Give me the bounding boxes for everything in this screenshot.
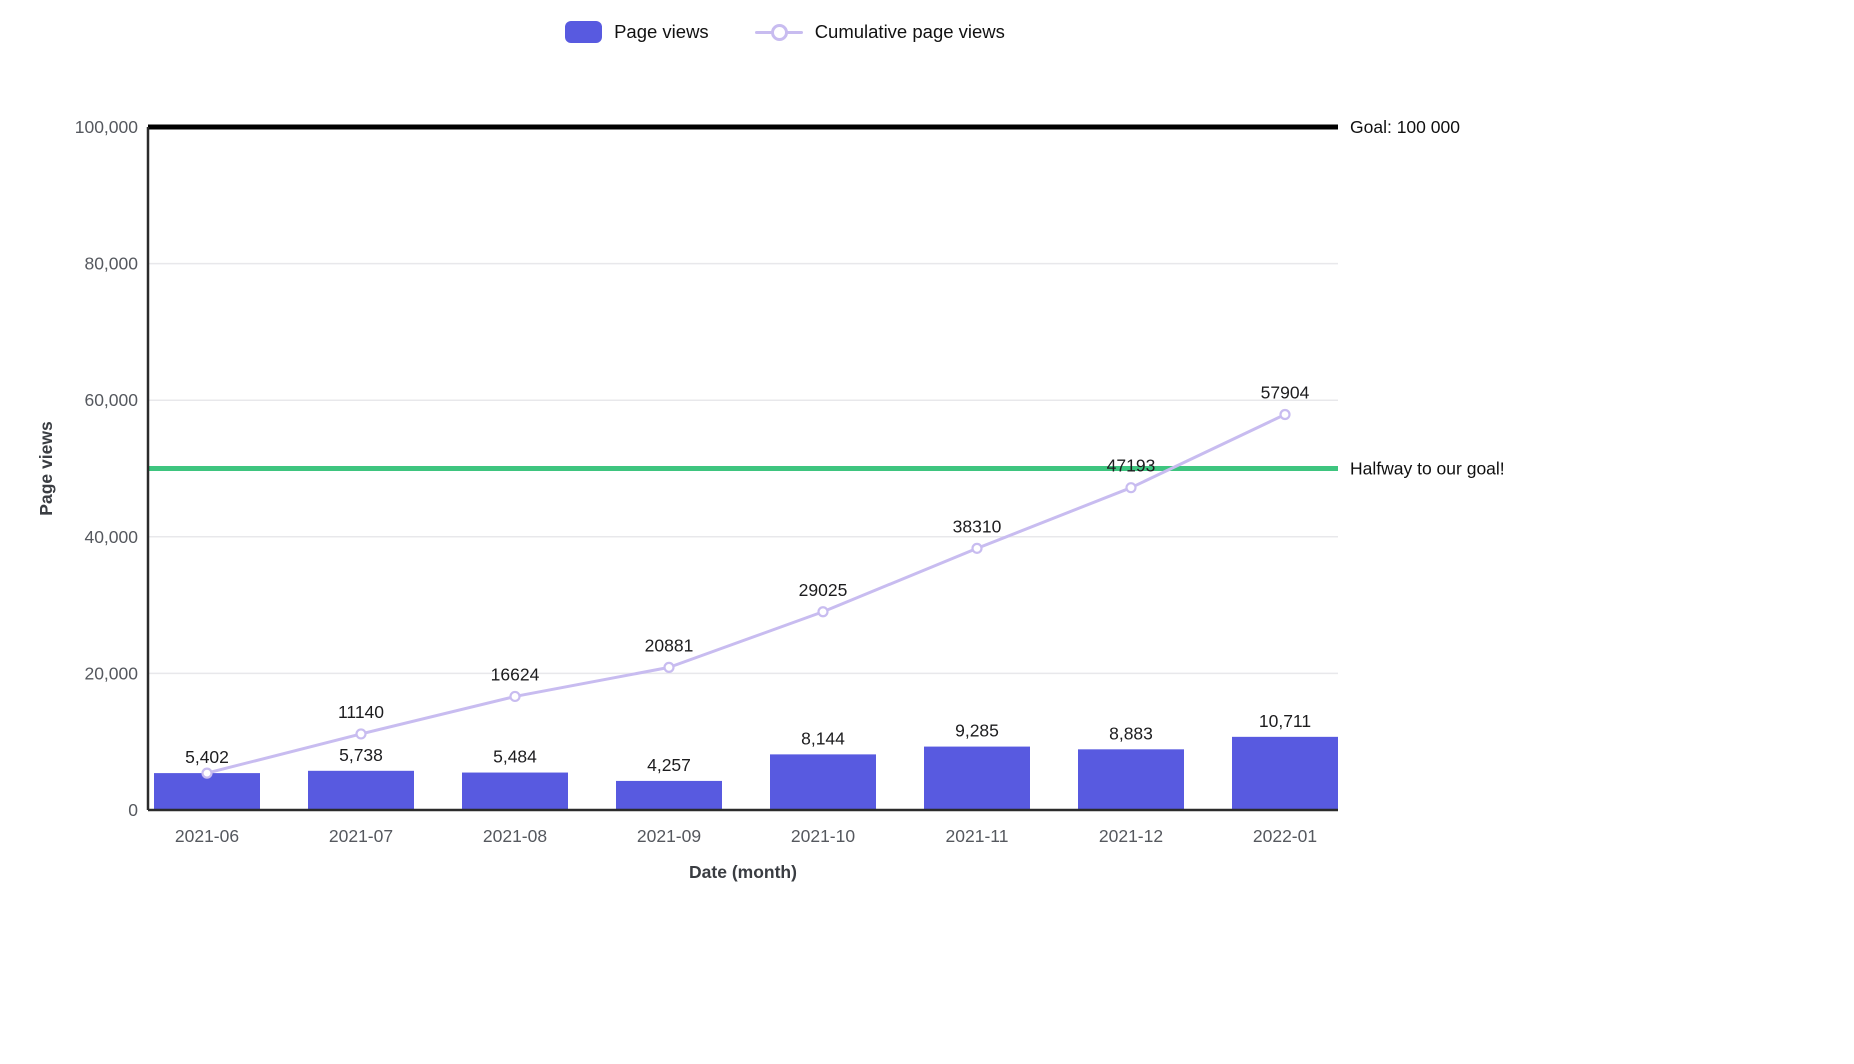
- cumulative-value-label: 11140: [338, 702, 384, 722]
- bar[interactable]: [462, 772, 568, 810]
- cumulative-point[interactable]: [509, 690, 521, 703]
- y-tick-label: 40,000: [84, 527, 138, 547]
- bar-swatch-icon: [565, 21, 603, 43]
- bar[interactable]: [1232, 736, 1338, 810]
- cumulative-value-label: 38310: [953, 516, 1002, 536]
- cumulative-value-label: 29025: [799, 580, 848, 600]
- x-tick-label: 2021-08: [483, 826, 547, 846]
- bar-value-label: 5,738: [339, 745, 383, 765]
- bar[interactable]: [770, 754, 876, 810]
- bar-value-label: 9,285: [955, 721, 999, 741]
- legend-item-cumulative[interactable]: Cumulative page views: [754, 21, 1005, 43]
- x-tick-label: 2021-07: [329, 826, 393, 846]
- bar-value-label: 5,484: [493, 747, 537, 767]
- x-tick-label: 2021-11: [946, 826, 1009, 846]
- line-marker-icon: [754, 21, 803, 43]
- cumulative-line: [206, 413, 1286, 775]
- bar[interactable]: [154, 773, 260, 810]
- y-tick-label: 20,000: [84, 663, 138, 683]
- bar[interactable]: [308, 770, 414, 810]
- x-tick-label: 2022-01: [1253, 826, 1317, 846]
- cumulative-point[interactable]: [817, 606, 829, 618]
- cumulative-point[interactable]: [1125, 482, 1137, 494]
- cumulative-value-label: 20881: [645, 635, 694, 655]
- legend: Page views Cumulative page views: [0, 12, 1570, 52]
- goal-label: Goal: 100 000: [1350, 117, 1460, 137]
- bar-value-label: 8,883: [1109, 723, 1153, 743]
- cumulative-point[interactable]: [201, 767, 213, 779]
- x-tick-label: 2021-09: [637, 826, 701, 846]
- y-axis-title: Page views: [36, 421, 56, 516]
- x-tick-label: 2021-12: [1099, 826, 1163, 846]
- bar-value-label: 8,144: [801, 728, 845, 748]
- y-tick-label: 0: [128, 800, 138, 820]
- cumulative-point[interactable]: [1279, 408, 1291, 421]
- x-axis-title: Date (month): [689, 862, 797, 882]
- cumulative-value-label: 47193: [1107, 456, 1156, 476]
- bar-value-label: 5,402: [185, 747, 229, 767]
- legend-label-cumulative: Cumulative page views: [814, 21, 1005, 42]
- halfway-label: Halfway to our goal!: [1350, 459, 1505, 479]
- cumulative-point[interactable]: [355, 728, 367, 740]
- bar-value-label: 4,257: [647, 755, 691, 775]
- cumulative-point[interactable]: [971, 542, 983, 554]
- bar[interactable]: [1078, 749, 1184, 810]
- cumulative-value-label: 57904: [1261, 383, 1310, 403]
- cumulative-value-label: 16624: [491, 664, 540, 684]
- legend-label-page-views: Page views: [614, 21, 709, 42]
- bar[interactable]: [616, 780, 722, 810]
- bar[interactable]: [924, 746, 1030, 810]
- legend-item-page-views[interactable]: Page views: [565, 21, 709, 43]
- bar-value-label: 10,711: [1259, 711, 1311, 731]
- y-tick-label: 80,000: [84, 254, 138, 274]
- y-tick-label: 100,000: [75, 117, 139, 137]
- y-tick-label: 60,000: [84, 390, 138, 410]
- x-tick-label: 2021-06: [175, 826, 239, 846]
- cumulative-point[interactable]: [663, 661, 675, 673]
- x-tick-label: 2021-10: [791, 826, 855, 846]
